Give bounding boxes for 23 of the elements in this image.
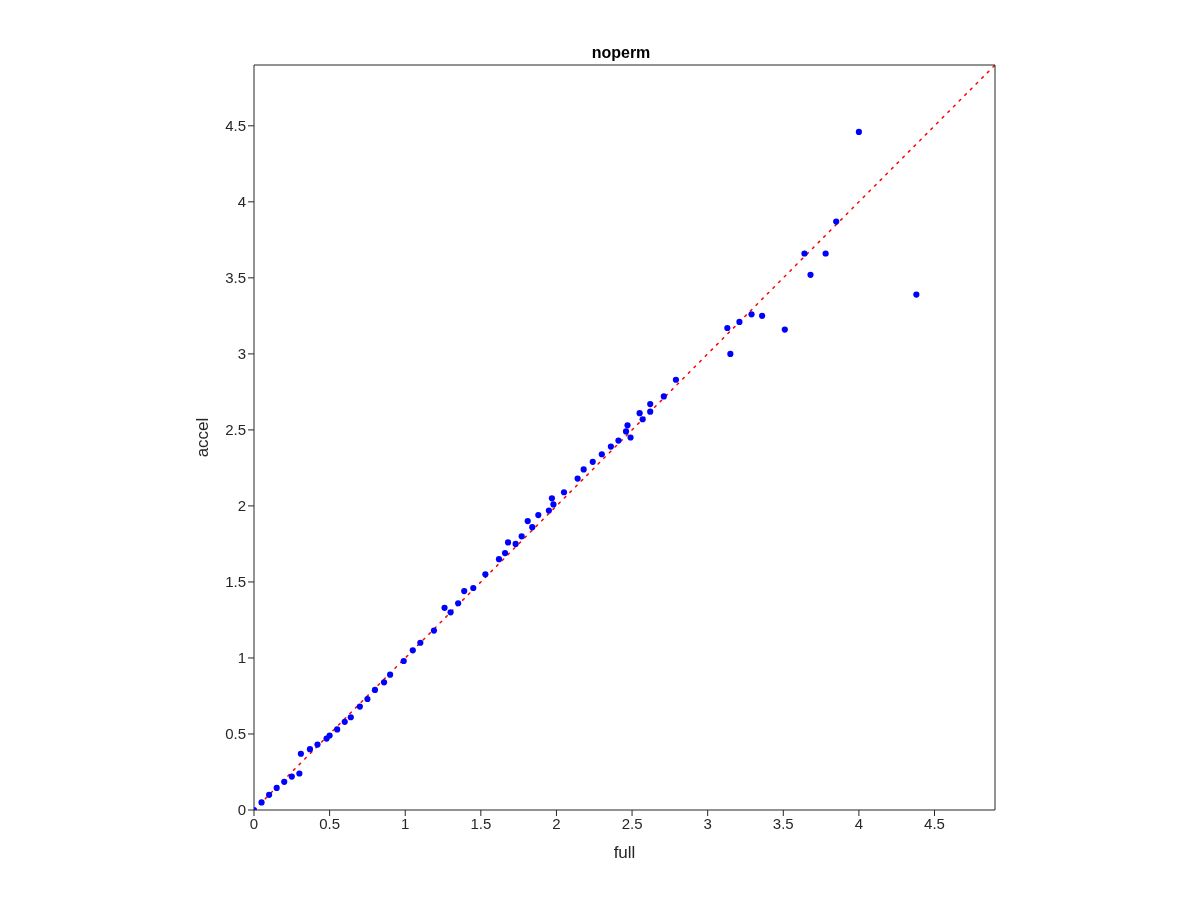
x-tick-label: 2 <box>552 814 561 832</box>
y-tick-label: 4 <box>237 193 246 211</box>
x-tick-label: 1.5 <box>470 814 492 832</box>
y-tick-label: 3.5 <box>225 269 246 287</box>
x-tick-label: 2.5 <box>621 814 643 832</box>
y-tick-label: 1 <box>237 649 246 667</box>
x-tick-label: 0 <box>249 814 259 832</box>
y-axis-title: accel <box>193 417 213 458</box>
y-tick-label: 3 <box>237 345 246 363</box>
y-tick-label: 2 <box>237 497 246 515</box>
y-tick-label: 0 <box>237 801 246 819</box>
x-tick-label: 4.5 <box>924 814 945 832</box>
x-axis-title: full <box>613 843 636 862</box>
x-tick-label: 0.5 <box>319 814 341 832</box>
x-tick-label: 4 <box>854 814 864 832</box>
y-tick-label: 0.5 <box>225 725 246 743</box>
x-tick-label: 3.5 <box>772 814 794 832</box>
y-tick-label: 2.5 <box>225 421 246 439</box>
x-tick-label: 1 <box>401 814 410 832</box>
chart-title: noperm <box>590 44 652 62</box>
y-tick-label: 4.5 <box>225 117 246 135</box>
y-tick-label: 1.5 <box>225 573 246 591</box>
x-tick-label: 3 <box>703 814 712 832</box>
